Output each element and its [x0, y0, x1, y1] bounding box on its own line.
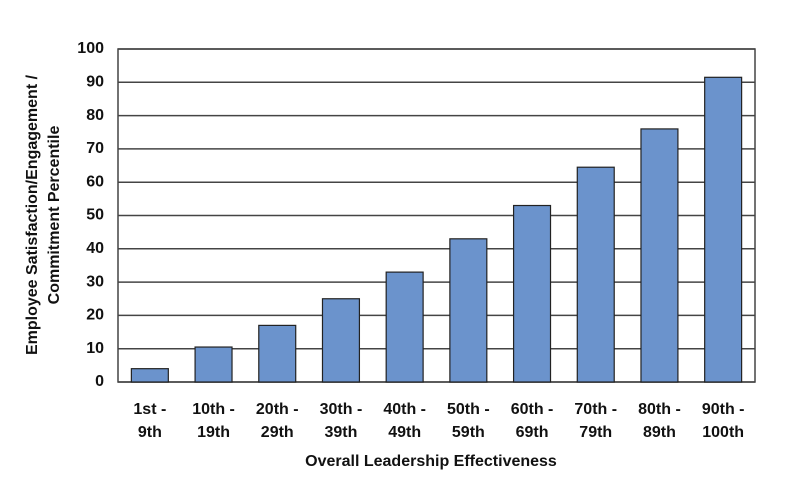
x-tick-label: 80th - [638, 401, 681, 418]
x-tick-label: 10th - [192, 401, 235, 418]
x-tick-label: 49th [388, 424, 421, 441]
y-axis-label-line: Employee Satisfaction/Engagement / [24, 74, 41, 355]
bar [512, 204, 552, 383]
bar [640, 128, 679, 383]
bar [704, 76, 743, 383]
x-tick-label: 70th - [574, 401, 617, 418]
x-tick-label: 1st - [133, 401, 166, 418]
x-tick-label: 89th [643, 424, 676, 441]
y-axis-label-line: Commitment Percentile [46, 126, 63, 305]
x-tick-label: 59th [452, 424, 485, 441]
x-tick-label: 29th [261, 424, 294, 441]
y-axis-label: Employee Satisfaction/Engagement / Commi… [24, 74, 63, 355]
bar [321, 298, 361, 383]
x-tick-label: 9th [138, 424, 162, 441]
x-tick-label: 69th [516, 424, 549, 441]
x-tick-label: 50th - [447, 401, 490, 418]
x-tick-label: 60th - [511, 401, 554, 418]
y-tick-label: 70 [86, 140, 104, 157]
y-tick-label: 40 [86, 240, 104, 257]
y-tick-label: 100 [77, 40, 104, 57]
x-axis-label: Overall Leadership Effectiveness [305, 453, 557, 470]
x-tick-label: 79th [579, 424, 612, 441]
y-tick-label: 60 [86, 173, 104, 190]
y-tick-label: 20 [86, 307, 104, 324]
y-tick-label: 10 [86, 340, 104, 357]
x-tick-label: 40th - [383, 401, 426, 418]
bar [194, 346, 233, 383]
x-tick-label: 39th [324, 424, 357, 441]
bar [258, 324, 297, 383]
bar [449, 238, 488, 383]
x-tick-label: 90th - [702, 401, 745, 418]
bar [576, 166, 615, 383]
y-tick-label: 80 [86, 107, 104, 124]
y-tick-label: 30 [86, 273, 104, 290]
bar [385, 271, 424, 383]
y-tick-label: 90 [86, 74, 104, 91]
bar [130, 368, 169, 383]
x-tick-label: 19th [197, 424, 230, 441]
x-tick-label: 30th - [320, 401, 363, 418]
x-tick-label: 20th - [256, 401, 299, 418]
y-tick-label: 50 [86, 207, 104, 224]
y-tick-label: 0 [95, 373, 104, 390]
x-tick-label: 100th [702, 424, 744, 441]
